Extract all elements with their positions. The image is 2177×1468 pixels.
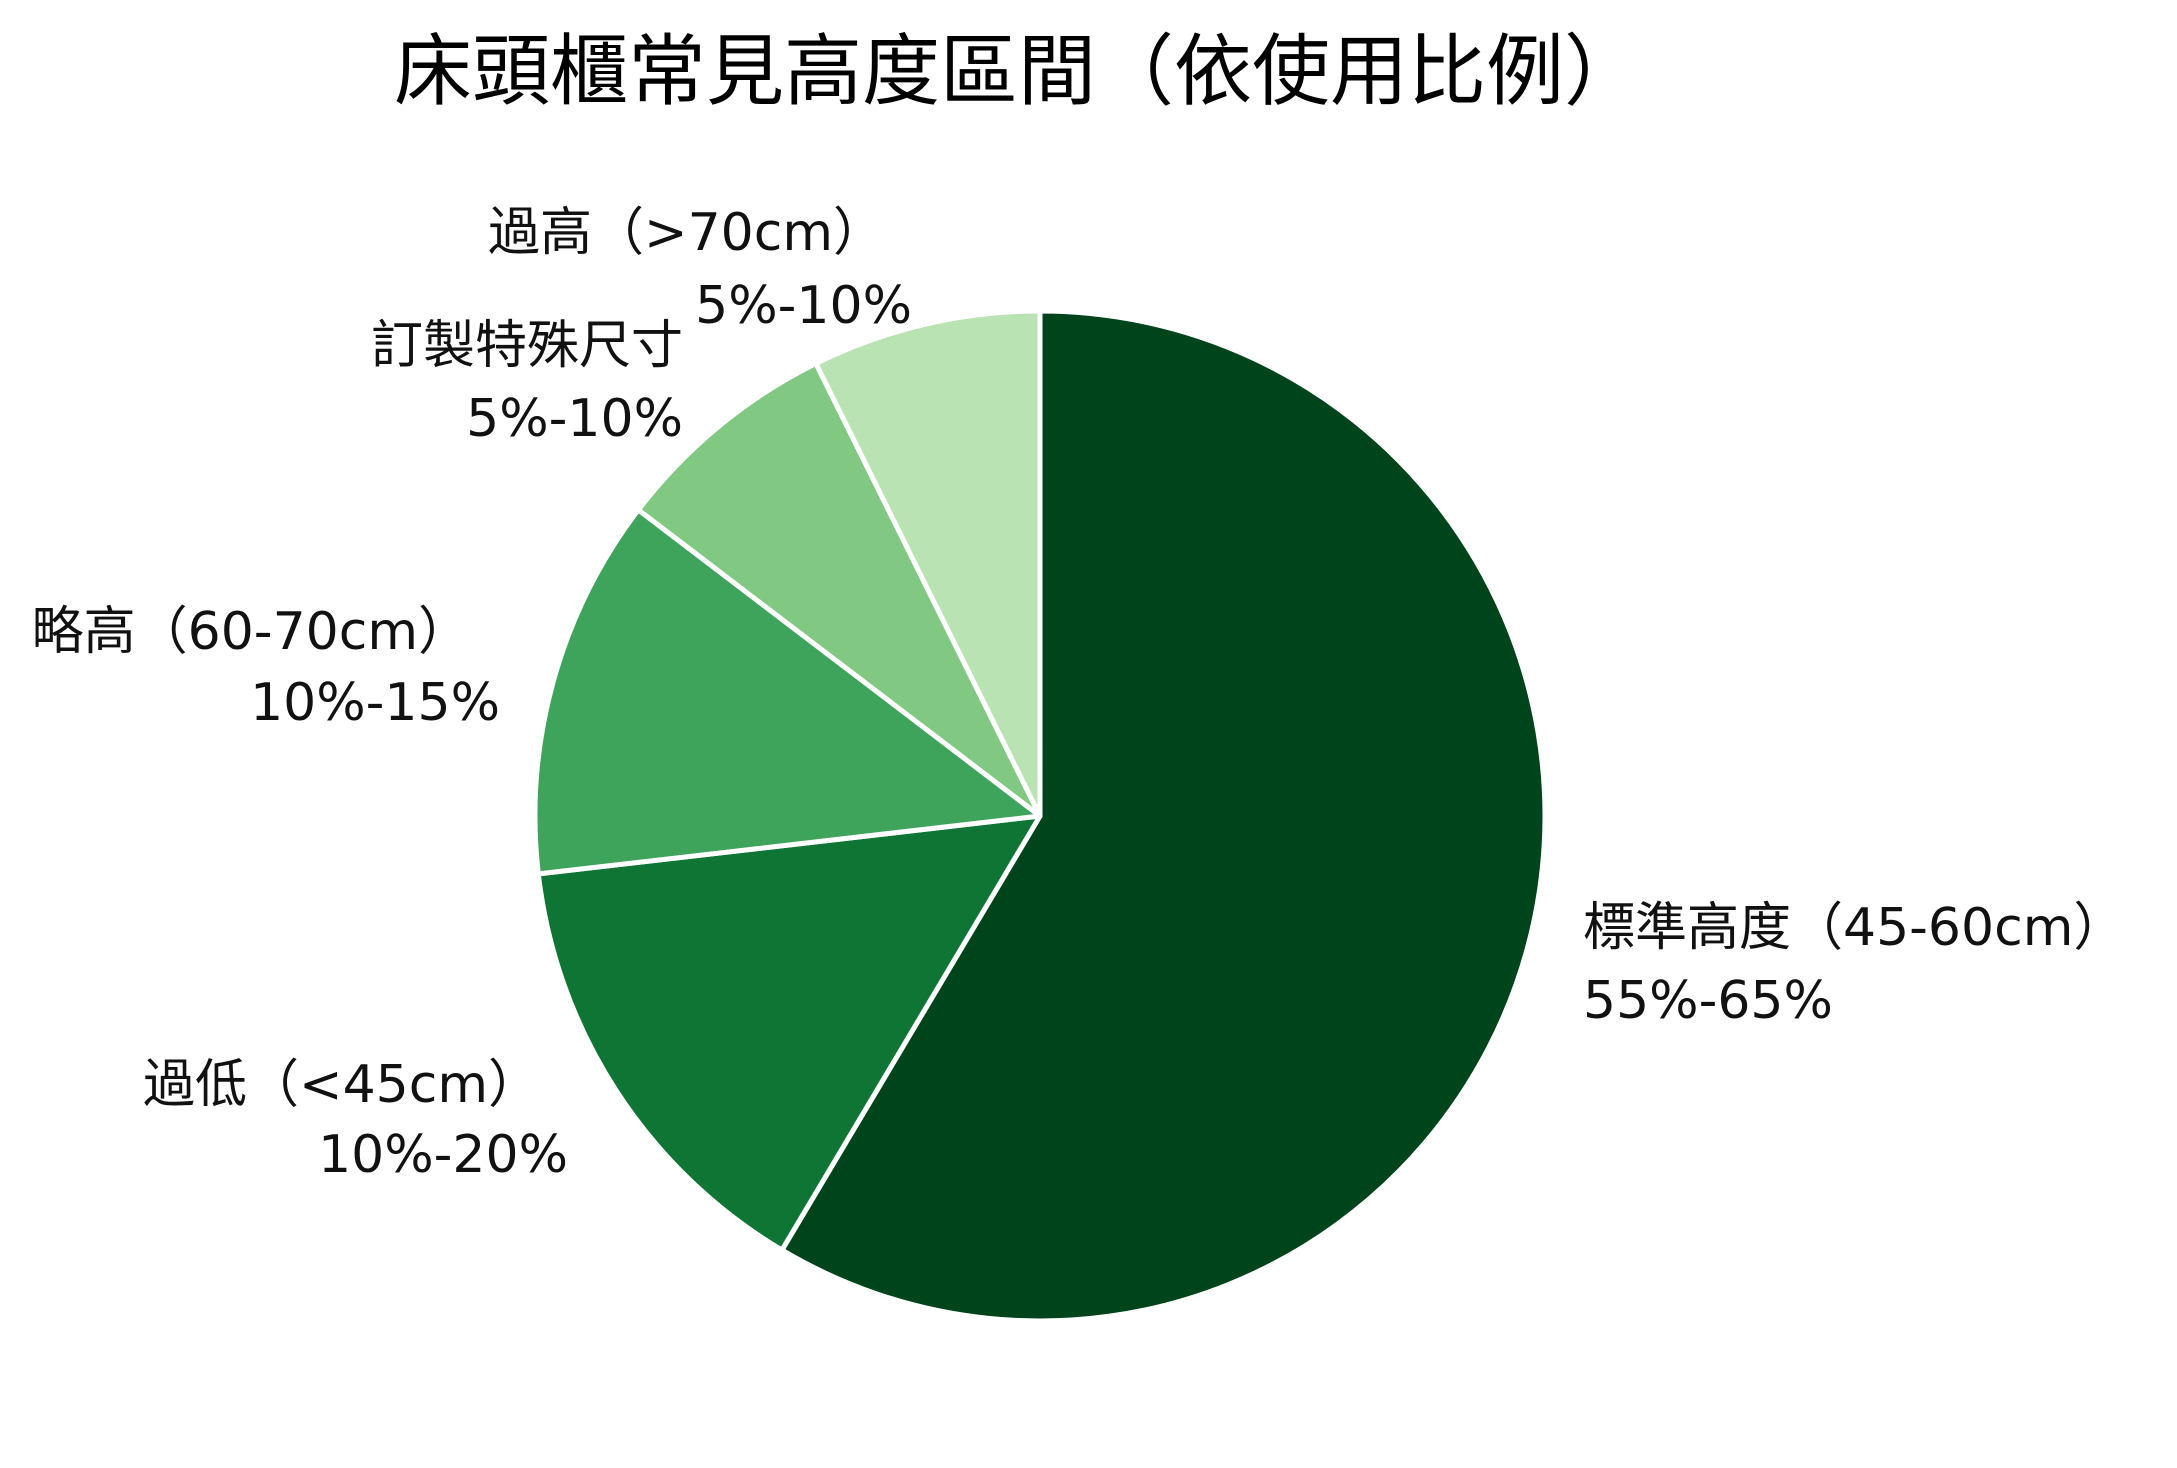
chart-title: 床頭櫃常見高度區間（依使用比例） <box>394 27 1642 117</box>
slice-range-text: 5%-10% <box>466 389 683 449</box>
slice-label-too-high: 過高（>70cm） 5%-10% <box>488 203 912 336</box>
pie-slice-0 <box>779 308 1548 1324</box>
slice-label-standard: 標準高度（45-60cm） 55%-65% <box>1583 898 2125 1031</box>
pie-slice-4 <box>813 308 1043 819</box>
slice-label-text: 略高（60-70cm） <box>32 602 470 662</box>
slice-label-text: 標準高度（45-60cm） <box>1583 898 2125 958</box>
slice-label-custom: 訂製特殊尺寸 5%-10% <box>371 316 683 449</box>
slice-label-slightly-high: 略高（60-70cm） 10%-15% <box>32 602 500 733</box>
slice-range-text: 10%-15% <box>250 673 500 733</box>
pie-slice-1 <box>535 813 1043 1253</box>
slice-range-text: 10%-20% <box>318 1125 568 1185</box>
slice-label-text: 過高（>70cm） <box>488 203 885 263</box>
slice-range-text: 5%-10% <box>695 276 912 336</box>
slice-label-too-low: 過低（<45cm） 10%-20% <box>143 1055 568 1185</box>
slice-label-text: 訂製特殊尺寸 <box>371 316 683 376</box>
slice-range-text: 55%-65% <box>1583 971 1833 1031</box>
slice-label-text: 過低（<45cm） <box>143 1055 540 1115</box>
pie-slice-3 <box>635 360 1043 819</box>
pie-slice-2 <box>532 507 1043 877</box>
pie-slices <box>532 308 1548 1324</box>
